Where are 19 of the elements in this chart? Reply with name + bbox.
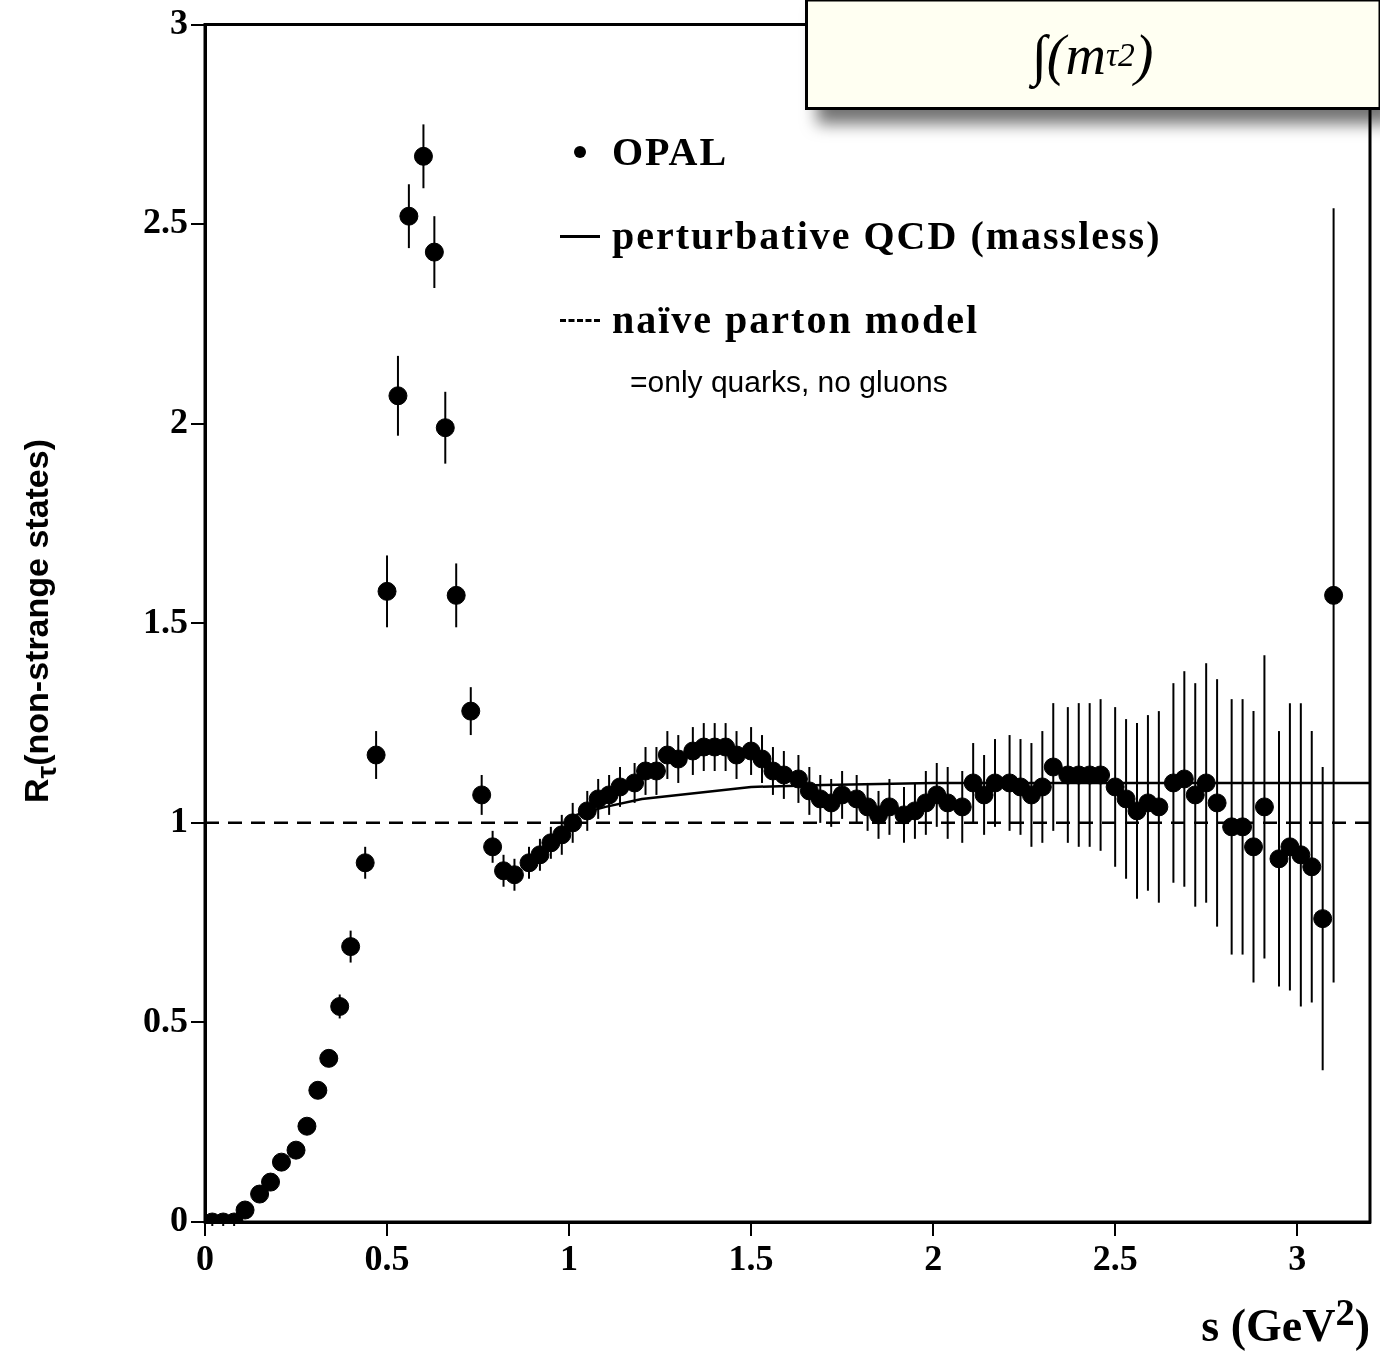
y-tick-label: 1.5	[143, 600, 188, 641]
x-tick-label: 2.5	[1092, 1237, 1138, 1278]
x-tick-label: 3	[1288, 1237, 1307, 1278]
legend-label: perturbative QCD (massless)	[612, 212, 1162, 260]
y-tick-label: 0.5	[143, 999, 188, 1040]
x-axis-title: s (GeV$^{2}$)	[1201, 1290, 1370, 1353]
legend-label: OPAL	[612, 128, 729, 176]
x-tick-label: 0	[196, 1237, 214, 1278]
x-tick-label: 1	[560, 1237, 579, 1278]
y-tick-label: 3	[170, 1, 188, 42]
y-tick-label: 2.5	[143, 201, 188, 242]
x-tick-label: 0.5	[364, 1237, 410, 1278]
legend-label: naïve parton model	[612, 296, 980, 344]
y-tick-label: 0	[170, 1199, 188, 1240]
y-tick-label: 2	[170, 401, 188, 442]
x-tick-label: 1.5	[728, 1237, 774, 1278]
annotation: =only quarks, no gluons	[630, 364, 949, 400]
y-tick-label: 1	[170, 800, 188, 841]
x-tick-label: 2	[924, 1237, 943, 1278]
